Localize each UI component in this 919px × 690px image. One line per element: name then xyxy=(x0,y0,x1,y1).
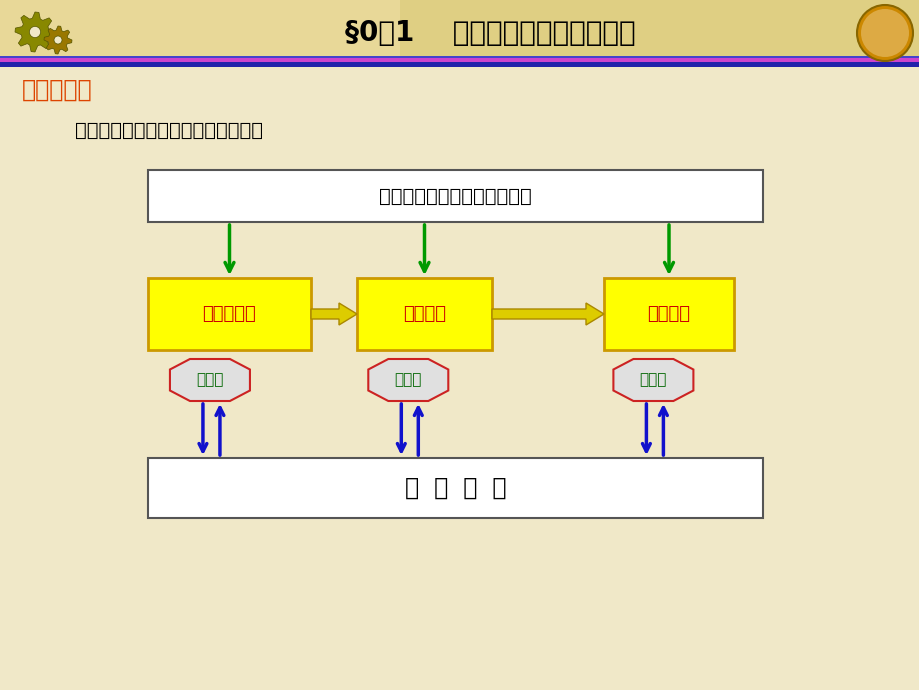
Bar xyxy=(0,62,919,67)
Bar xyxy=(604,278,733,350)
Polygon shape xyxy=(368,359,448,401)
Polygon shape xyxy=(44,26,72,54)
Bar xyxy=(148,458,762,518)
Text: 机器的组成: 机器的组成 xyxy=(22,78,93,102)
Text: 传感器: 传感器 xyxy=(394,373,422,388)
Bar xyxy=(148,278,311,350)
Polygon shape xyxy=(170,359,250,401)
Text: §0－1    本课程研究的对象和内容: §0－1 本课程研究的对象和内容 xyxy=(345,19,635,47)
Bar xyxy=(0,0,919,60)
Bar xyxy=(148,170,762,222)
Text: 执行部分: 执行部分 xyxy=(647,305,690,323)
Circle shape xyxy=(857,5,912,61)
Circle shape xyxy=(54,36,62,44)
Bar xyxy=(400,0,919,60)
Bar xyxy=(0,58,919,62)
Text: 润滑、显示、照明等辅助系统: 润滑、显示、照明等辅助系统 xyxy=(379,186,531,206)
Polygon shape xyxy=(311,303,357,325)
Bar xyxy=(0,56,919,58)
Polygon shape xyxy=(492,303,604,325)
Text: 一台完整的机器的组成大致可包括：: 一台完整的机器的组成大致可包括： xyxy=(75,121,263,139)
Text: 控  制  系  统: 控 制 系 统 xyxy=(404,476,505,500)
Polygon shape xyxy=(613,359,693,401)
Circle shape xyxy=(29,26,40,37)
Text: 原动机部分: 原动机部分 xyxy=(202,305,256,323)
Text: 传感器: 传感器 xyxy=(196,373,223,388)
Circle shape xyxy=(860,9,908,57)
Text: 传感器: 传感器 xyxy=(639,373,666,388)
Polygon shape xyxy=(15,12,55,52)
Bar xyxy=(357,278,492,350)
Text: 传动部分: 传动部分 xyxy=(403,305,446,323)
